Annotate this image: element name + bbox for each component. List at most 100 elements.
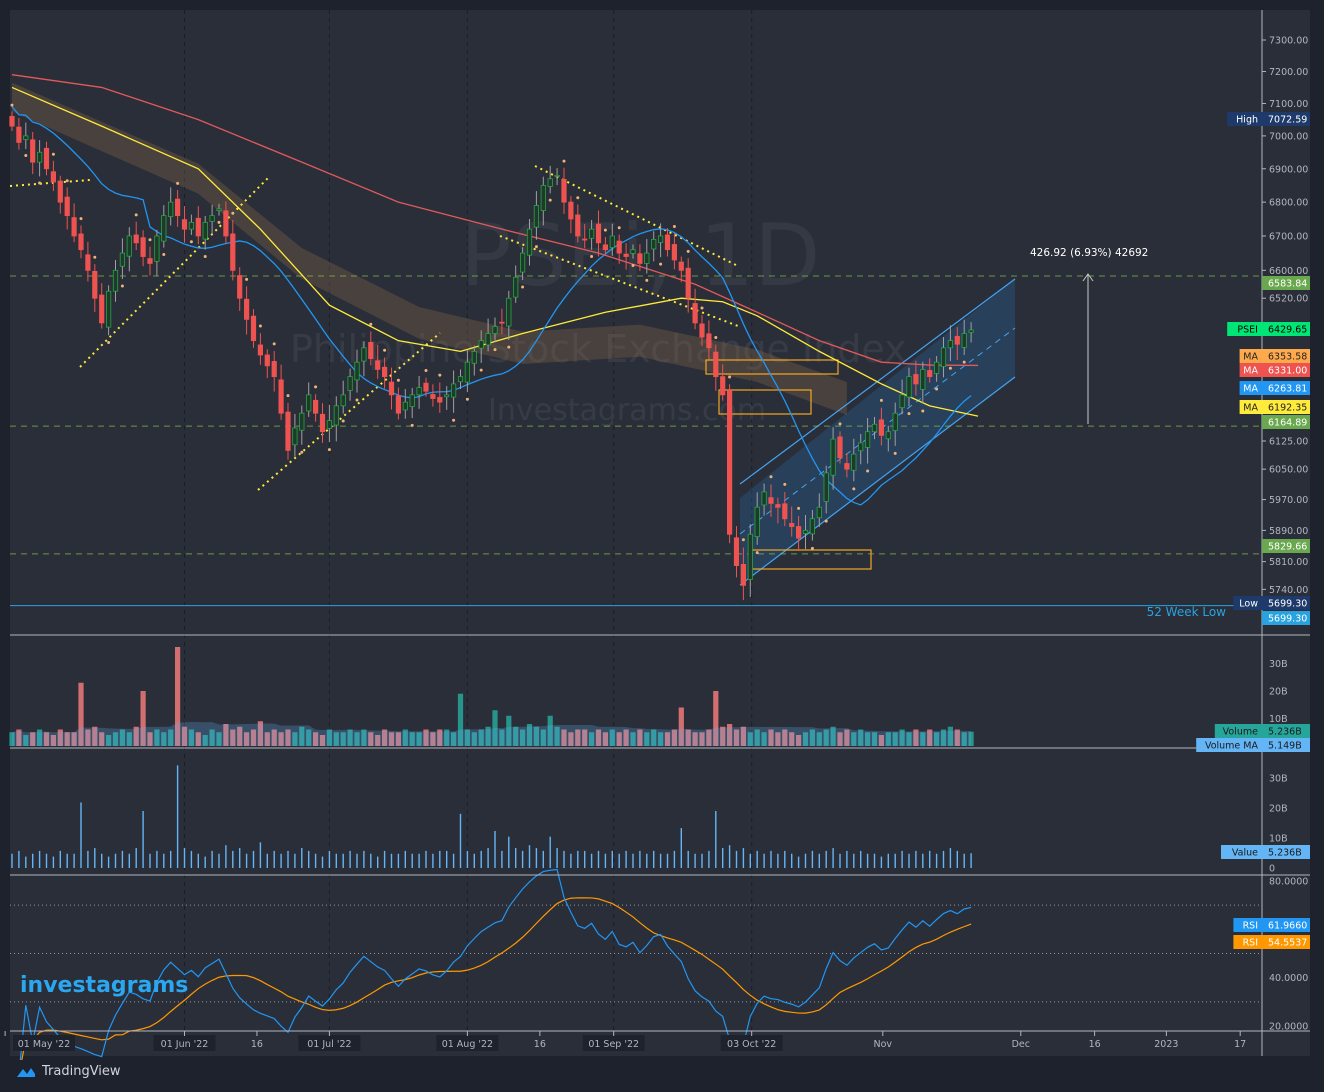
candle bbox=[174, 198, 181, 217]
candle bbox=[299, 412, 305, 431]
psar-dot bbox=[866, 469, 870, 473]
volume-bar bbox=[658, 732, 664, 746]
candle bbox=[402, 401, 408, 411]
psar-dot bbox=[493, 348, 497, 352]
candle bbox=[568, 201, 574, 220]
value-bar bbox=[204, 856, 206, 868]
value-bar bbox=[563, 850, 565, 868]
candle bbox=[830, 438, 836, 476]
value-bar bbox=[535, 848, 538, 868]
value-bar bbox=[549, 836, 551, 868]
zone-box[interactable] bbox=[718, 389, 812, 415]
candle bbox=[147, 258, 153, 264]
value-bar bbox=[266, 853, 268, 868]
volume-bar bbox=[733, 729, 740, 746]
value-bar bbox=[542, 850, 544, 868]
price-tag-value: 6353.58 bbox=[1268, 352, 1307, 363]
time-tick-label: Dec bbox=[1012, 1039, 1030, 1050]
time-label-bg bbox=[153, 1035, 216, 1051]
value-bar bbox=[625, 850, 627, 868]
candle bbox=[796, 526, 802, 539]
psar-dot bbox=[893, 451, 897, 455]
zone-box[interactable] bbox=[705, 359, 839, 375]
candle bbox=[802, 530, 809, 534]
volume-bar bbox=[209, 729, 215, 746]
value-bar bbox=[970, 853, 972, 868]
candle bbox=[740, 564, 747, 586]
trendline[interactable] bbox=[499, 235, 739, 327]
value-bar bbox=[508, 836, 510, 868]
volume-bar bbox=[830, 726, 836, 746]
price-tick-label: 7300.00 bbox=[1269, 36, 1308, 47]
value-bar bbox=[597, 850, 600, 868]
value-bar bbox=[239, 848, 241, 868]
volume-bar bbox=[106, 735, 112, 746]
tag-label-bg bbox=[1239, 349, 1262, 363]
value-bar bbox=[673, 850, 676, 868]
value-bar bbox=[804, 853, 807, 868]
candle bbox=[306, 394, 312, 412]
tag-value-bg bbox=[1262, 400, 1310, 414]
volume-bar bbox=[64, 732, 70, 746]
value-bar bbox=[404, 850, 406, 868]
trendline[interactable] bbox=[79, 177, 269, 368]
axes[interactable]: 7300.00 7200.00 7100.00 7000.00 6900.00 6800.… bbox=[10, 0, 1324, 1060]
candle bbox=[940, 347, 947, 367]
value-bar bbox=[556, 848, 558, 868]
price-tick-label: 6520.00 bbox=[1269, 294, 1308, 305]
candle bbox=[50, 171, 57, 183]
psar-dot bbox=[79, 217, 83, 221]
volume-bar bbox=[664, 732, 671, 746]
volume-bar bbox=[202, 735, 208, 746]
volume-bar bbox=[823, 729, 829, 746]
value-bar bbox=[301, 848, 303, 868]
tag-label-bg bbox=[1214, 724, 1262, 738]
time-axis[interactable]: 01 May '22 01 Jun '22 16 01 Jul '22 01 Aug '… bbox=[4, 1031, 1246, 1051]
candle bbox=[609, 235, 615, 249]
trendline[interactable] bbox=[257, 332, 441, 491]
channel-mid[interactable] bbox=[739, 327, 1016, 535]
volume-bar bbox=[685, 729, 691, 746]
candle bbox=[457, 376, 464, 383]
candle bbox=[699, 323, 705, 338]
psar-dot bbox=[562, 159, 566, 163]
volume-bar bbox=[602, 732, 608, 746]
volume-bar bbox=[409, 732, 415, 746]
chart-canvas[interactable]: PSEi, 1D Philippine Stock Exchange Index… bbox=[0, 0, 1324, 1060]
candle bbox=[92, 270, 98, 299]
value-tick-label: 30B bbox=[1269, 774, 1288, 785]
volume-bar bbox=[416, 732, 422, 746]
volume-bar bbox=[913, 729, 919, 746]
tag-value-bg bbox=[1262, 381, 1310, 395]
volume-bar bbox=[395, 732, 401, 746]
psar-dot bbox=[769, 475, 773, 479]
candle bbox=[326, 420, 333, 429]
price-tick-label: 6700.00 bbox=[1269, 231, 1308, 242]
trendline[interactable] bbox=[534, 165, 739, 267]
psar-dot bbox=[134, 213, 138, 217]
volume-bar bbox=[92, 726, 98, 746]
value-bar bbox=[294, 853, 296, 868]
candle bbox=[333, 405, 339, 426]
value-bar bbox=[280, 853, 282, 868]
value-bar bbox=[577, 850, 579, 868]
tradingview-footer[interactable]: TradingView bbox=[16, 1064, 121, 1079]
tag-value-bg bbox=[1262, 415, 1310, 429]
value-bar bbox=[80, 802, 82, 868]
volume-bar bbox=[333, 732, 339, 746]
value-bar bbox=[252, 850, 255, 868]
candle bbox=[747, 533, 753, 580]
value-bar bbox=[722, 848, 724, 868]
value-bar bbox=[929, 850, 931, 868]
volume-bar bbox=[140, 691, 146, 746]
tag-label: Volume bbox=[1223, 727, 1258, 738]
trendline[interactable] bbox=[9, 179, 91, 187]
candle bbox=[230, 233, 236, 271]
volume-bar bbox=[582, 729, 588, 746]
volume-bar bbox=[727, 724, 733, 746]
value-bar bbox=[425, 850, 427, 868]
drawings[interactable]: 426.92 (6.93%) 42692 bbox=[9, 165, 1148, 586]
horizontal-levels[interactable] bbox=[10, 275, 1262, 607]
volume-bar bbox=[692, 732, 698, 746]
